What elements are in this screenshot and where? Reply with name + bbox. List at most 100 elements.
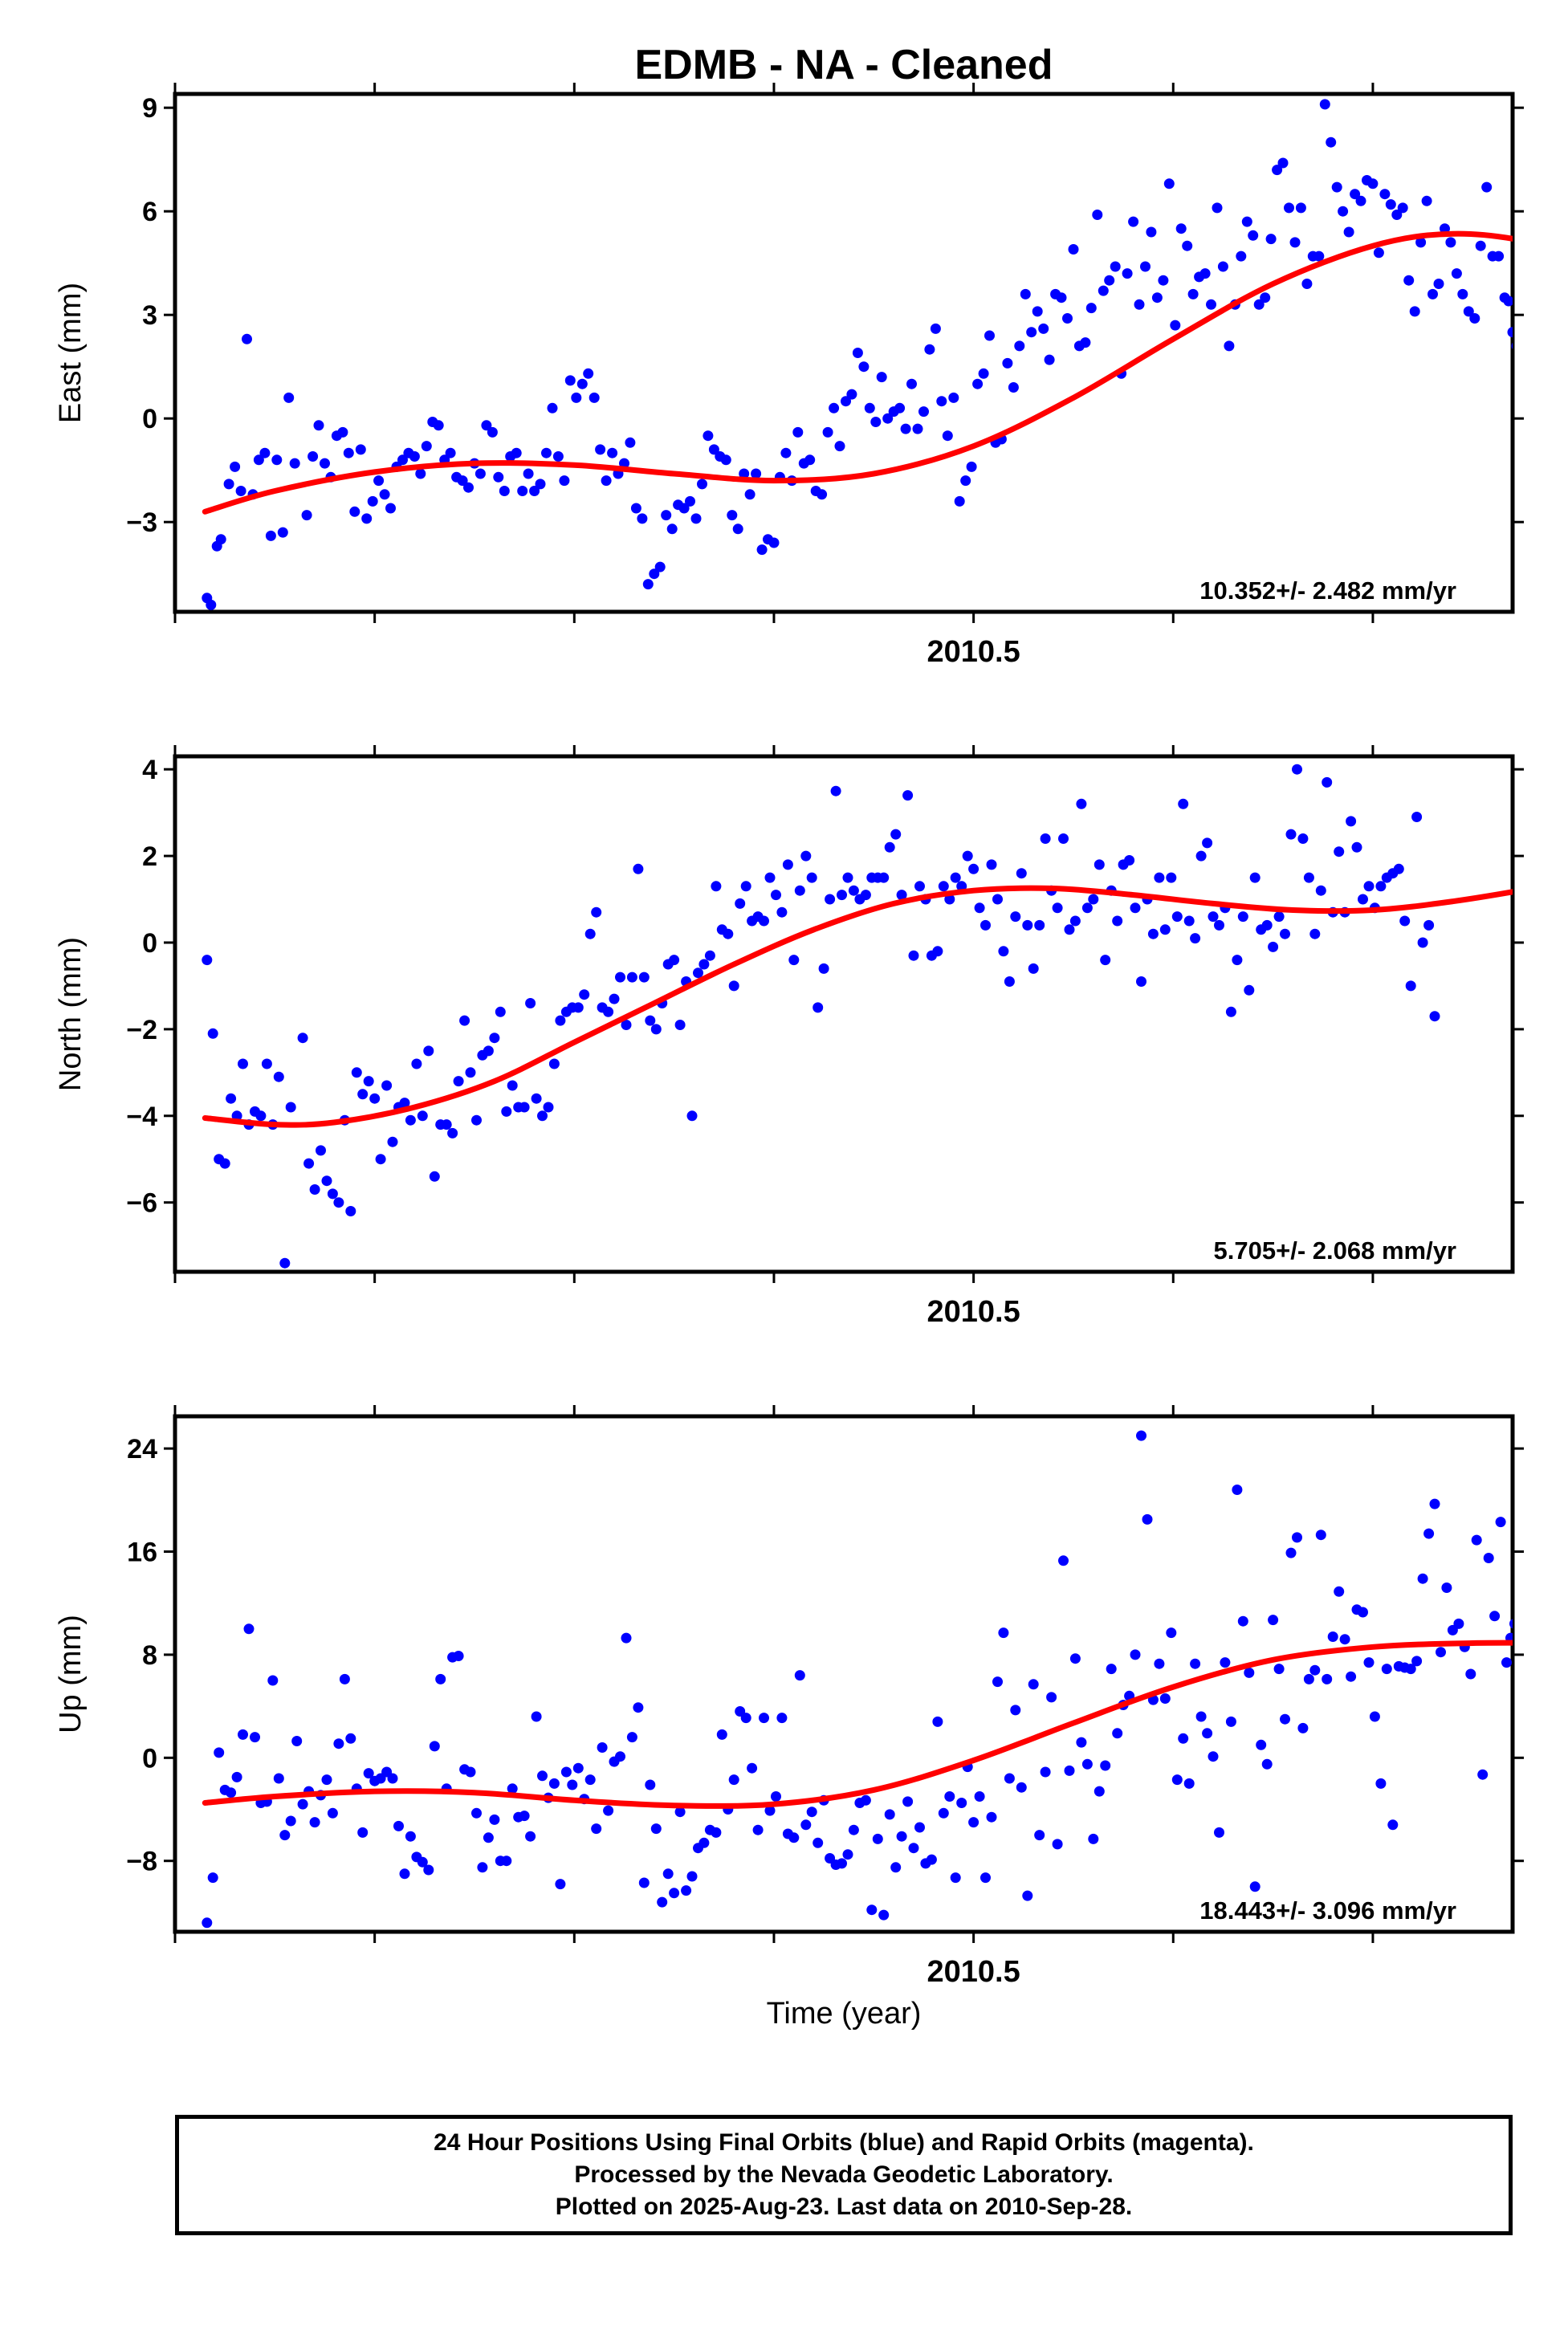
up-data-point <box>1309 1664 1321 1676</box>
north-data-point <box>399 1098 410 1109</box>
north-data-point <box>1100 955 1111 966</box>
north-data-point <box>1208 911 1219 923</box>
east-data-point <box>666 523 678 535</box>
north-data-point <box>1303 872 1314 883</box>
north-data-point <box>759 915 769 927</box>
up-data-point <box>214 1747 225 1758</box>
up-data-point <box>645 1779 656 1790</box>
north-data-point <box>1016 868 1027 879</box>
up-data-point <box>1076 1737 1087 1748</box>
up-data-point <box>1405 1664 1416 1675</box>
east-data-point <box>876 372 887 383</box>
north-y-tick-label: −2 <box>126 1015 157 1045</box>
north-data-point <box>1171 911 1183 923</box>
up-data-point <box>1509 1619 1513 1629</box>
north-data-point <box>615 972 625 983</box>
north-data-point <box>525 998 536 1008</box>
east-data-point <box>1391 210 1403 220</box>
up-data-point <box>207 1872 218 1884</box>
east-data-point <box>607 447 618 458</box>
up-data-point <box>1339 1634 1350 1645</box>
north-data-point <box>579 989 590 1000</box>
north-data-point <box>1112 915 1123 927</box>
north-data-point <box>226 1093 237 1104</box>
up-data-point <box>650 1823 662 1835</box>
north-data-point <box>1393 863 1404 874</box>
up-data-point <box>507 1783 518 1794</box>
east-data-point <box>972 378 984 389</box>
up-data-point <box>1069 1653 1081 1664</box>
up-data-point <box>998 1627 1009 1639</box>
north-data-point <box>1232 955 1243 966</box>
east-data-point <box>1373 247 1384 259</box>
east-data-point <box>361 513 373 524</box>
north-data-point <box>363 1076 374 1087</box>
up-data-point <box>429 1741 440 1752</box>
north-panel: −6 −4 −2 0 2 4 2010.5 North (mm) 5.705+/- 2.068 … <box>54 745 1524 1329</box>
east-data-point <box>523 468 534 479</box>
up-data-point <box>393 1820 404 1831</box>
east-data-point <box>576 378 588 389</box>
processing-info-box: 24 Hour Positions Using Final Orbits (bl… <box>175 2115 1513 2235</box>
north-data-point <box>531 1093 542 1104</box>
east-data-point <box>601 475 612 487</box>
east-data-point <box>215 534 226 545</box>
north-data-point <box>938 881 949 892</box>
north-data-point <box>303 1158 315 1169</box>
up-y-tick-label: 24 <box>127 1434 157 1464</box>
east-data-point <box>1008 382 1019 393</box>
north-data-point <box>279 1257 291 1269</box>
east-data-point <box>529 486 540 496</box>
up-data-point <box>902 1796 914 1807</box>
north-data-point <box>543 1102 554 1113</box>
east-data-point <box>846 389 857 400</box>
up-data-point <box>776 1713 788 1724</box>
up-data-point <box>1297 1722 1309 1733</box>
up-data-point <box>327 1807 338 1819</box>
north-data-point <box>902 790 914 801</box>
up-data-point <box>788 1832 800 1843</box>
north-data-point <box>806 872 817 883</box>
east-y-tick-label: 3 <box>142 300 157 331</box>
up-data-point <box>914 1822 925 1833</box>
up-data-point <box>926 1854 937 1865</box>
up-data-point <box>1268 1615 1279 1626</box>
up-data-point <box>297 1798 308 1810</box>
up-data-point <box>1369 1711 1380 1722</box>
north-data-point <box>441 1119 452 1130</box>
east-data-point <box>703 430 714 442</box>
east-data-point <box>1326 136 1337 148</box>
up-data-point <box>531 1711 542 1722</box>
up-data-point <box>980 1872 991 1884</box>
east-data-point <box>595 444 606 455</box>
east-data-point <box>1260 292 1271 303</box>
north-data-point <box>1322 776 1333 788</box>
east-data-point <box>960 475 971 487</box>
up-data-point <box>1088 1833 1099 1844</box>
north-data-point <box>771 890 781 901</box>
up-data-point <box>483 1832 494 1843</box>
east-rate-label: 10.352+/- 2.482 mm/yr <box>1199 576 1456 605</box>
footer-line-orbits: 24 Hour Positions Using Final Orbits (bl… <box>434 2129 1254 2156</box>
north-data-point <box>1034 919 1045 931</box>
north-data-point <box>1004 976 1015 987</box>
east-data-point <box>1085 303 1097 314</box>
north-data-point <box>297 1033 308 1044</box>
up-data-point <box>662 1868 674 1880</box>
up-fit-curve <box>202 1640 1513 1809</box>
up-data-point <box>405 1831 416 1842</box>
north-data-point <box>908 950 919 961</box>
north-data-point <box>740 881 751 892</box>
up-data-point <box>1327 1631 1338 1642</box>
north-data-point <box>447 1127 458 1139</box>
east-data-point <box>804 454 816 466</box>
east-data-point <box>1241 216 1252 227</box>
north-data-point <box>555 1015 566 1026</box>
north-data-point <box>728 980 739 992</box>
east-data-point <box>1151 292 1163 303</box>
east-data-point <box>1032 306 1043 317</box>
east-data-point <box>739 468 750 479</box>
north-data-point <box>1178 798 1189 809</box>
east-data-point <box>1080 337 1091 348</box>
